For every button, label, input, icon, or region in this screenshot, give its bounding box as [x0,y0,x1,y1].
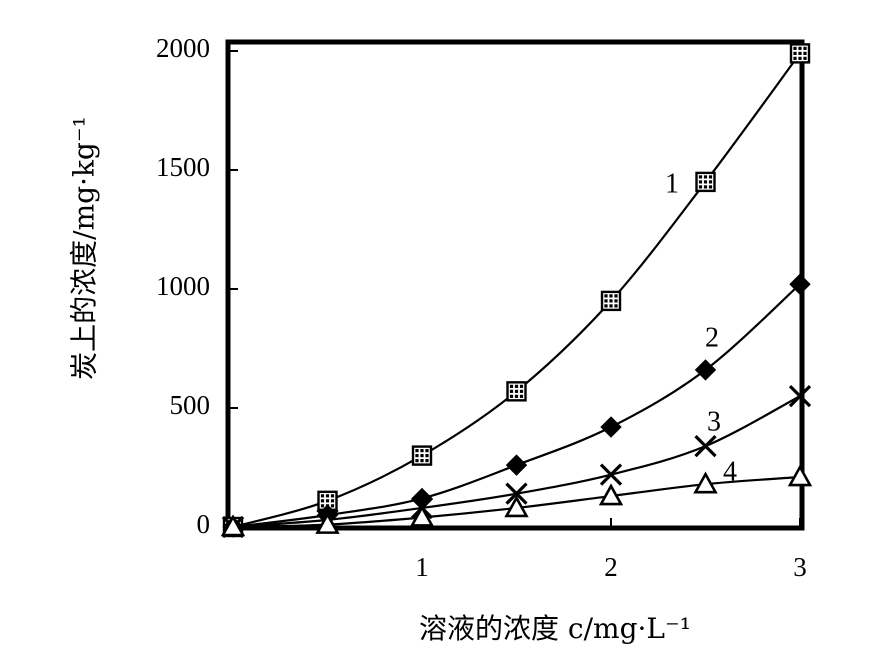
data-point [694,434,717,458]
data-point [315,511,340,534]
data-point [505,454,528,476]
series-group: 1 2 34 [220,43,813,539]
x-tick-label: 1 [415,552,429,582]
x-tick-label: 2 [604,552,618,582]
data-point [505,482,528,505]
data-point [693,471,718,494]
data-point [695,171,716,193]
data-point [600,416,622,438]
data-point [787,464,813,487]
data-point [789,273,811,295]
series-label: 1 [665,168,679,199]
y-tick-label: 500 [170,390,211,420]
data-point [599,463,623,486]
data-point [694,359,717,381]
x-axis-title: 溶液的浓度 c/mg·L⁻¹ [419,612,691,645]
y-tick-label: 1500 [156,152,210,182]
y-tick-label: 2000 [156,33,210,63]
series-label: 2 [705,322,719,353]
y-axis-title: 炭上的浓度/mg·kg⁻¹ [68,116,101,380]
data-point [409,504,435,527]
x-tick-label: 3 [793,552,807,582]
y-axis-ticks: 0 500 1000 1500 2000 [156,33,238,539]
data-point [506,381,527,402]
data-point [411,445,433,466]
y-tick-label: 1000 [156,271,210,301]
data-point [600,290,622,312]
data-point [504,495,529,518]
series-label: 3 [707,406,721,437]
data-point [789,43,811,64]
data-point [788,384,812,408]
data-point [598,483,624,506]
y-tick-label: 0 [197,509,211,539]
series-label: 4 [723,456,737,487]
x-axis-ticks: 1 2 3 [415,518,807,582]
series-4: 4 [220,456,813,537]
data-point [220,514,246,537]
